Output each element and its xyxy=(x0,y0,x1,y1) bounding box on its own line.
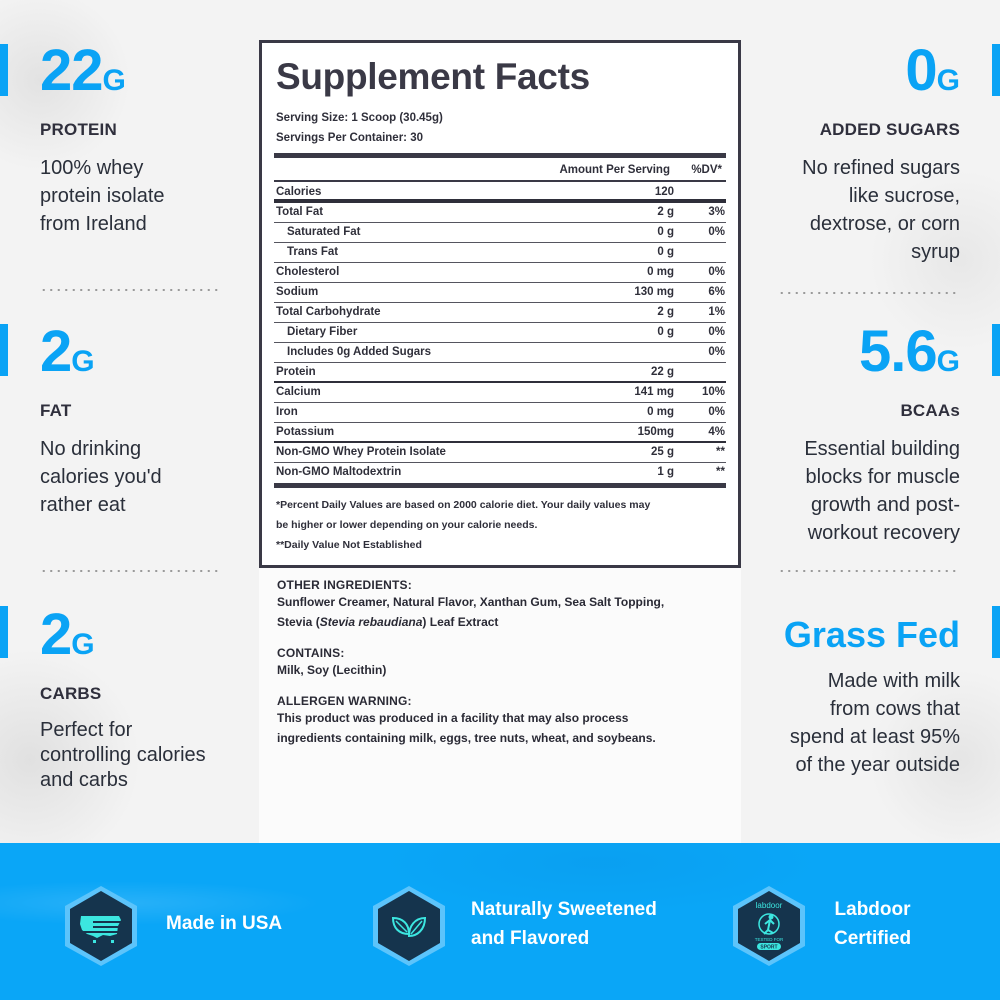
feature-label: FAT xyxy=(40,401,72,420)
badge-label: Labdoor Certified xyxy=(834,899,912,949)
accent-bar xyxy=(992,44,1000,96)
dotted-divider xyxy=(778,292,960,294)
feature-value: 2G xyxy=(40,602,95,667)
facts-row: Total Carbohydrate 2 g 1% xyxy=(274,303,726,323)
feature-protein: 22G PROTEIN 100% whey protein isolate fr… xyxy=(40,42,280,238)
accent-bar xyxy=(0,44,8,96)
feature-added-sugars: 0G ADDED SUGARS No refined sugars like s… xyxy=(720,42,960,266)
facts-title: Supplement Facts xyxy=(276,56,590,97)
facts-row: Calories 120 xyxy=(274,183,726,203)
divider-thick xyxy=(274,153,726,158)
badge-label: Naturally Sweetened and Flavored xyxy=(471,899,657,949)
feature-description: 100% whey protein isolate from Ireland xyxy=(40,157,165,235)
column-amount-header: Amount Per Serving xyxy=(559,164,670,176)
facts-row: Saturated Fat 0 g 0% xyxy=(274,223,726,243)
other-ingredients-text: Sunflower Creamer, Natural Flavor, Xanth… xyxy=(277,595,665,629)
facts-row: Dietary Fiber 0 g 0% xyxy=(274,323,726,343)
facts-row: Trans Fat 0 g xyxy=(274,243,726,263)
dotted-divider xyxy=(40,570,222,572)
facts-row: Cholesterol 0 mg 0% xyxy=(274,263,726,283)
usa-map-icon xyxy=(63,884,139,968)
serving-size: Serving Size: 1 Scoop (30.45g) xyxy=(276,112,443,124)
facts-row: Non-GMO Whey Protein Isolate 25 g ** xyxy=(274,443,726,463)
facts-row: Non-GMO Maltodextrin 1 g ** xyxy=(276,466,725,478)
certifications-band: Made in USA Naturally Sweetened and Flav… xyxy=(0,843,1000,1000)
feature-value: 0G xyxy=(905,38,960,103)
feature-description: No refined sugars like sucrose, dextrose… xyxy=(802,157,960,263)
feature-bcaas: 5.6G BCAAs Essential building blocks for… xyxy=(720,323,960,547)
badge-label: Made in USA xyxy=(166,913,283,934)
servings-per-container: Servings Per Container: 30 xyxy=(276,132,423,144)
feature-description: No drinking calories you'd rather eat xyxy=(40,438,162,516)
labdoor-icon: labdoor TESTED FOR SPORT xyxy=(731,884,807,968)
column-dv-header: %DV* xyxy=(691,164,722,176)
feature-value: 2G xyxy=(40,319,95,384)
contains-text: Milk, Soy (Lecithin) xyxy=(277,663,387,677)
facts-row: Sodium 130 mg 6% xyxy=(274,283,726,303)
facts-row: Protein 22 g xyxy=(274,363,726,383)
facts-row: Calcium 141 mg 10% xyxy=(274,383,726,403)
svg-text:TESTED FOR: TESTED FOR xyxy=(755,937,784,942)
accent-bar xyxy=(0,606,8,658)
feature-label: CARBS xyxy=(40,684,102,703)
feature-description: Perfect for controlling calories and car… xyxy=(40,719,206,791)
dotted-divider xyxy=(40,289,222,291)
facts-row: Total Fat 2 g 3% xyxy=(274,203,726,223)
accent-bar xyxy=(0,324,8,376)
contains-heading: CONTAINS: xyxy=(277,646,345,660)
dotted-divider xyxy=(778,570,960,572)
accent-bar xyxy=(992,606,1000,658)
feature-label: ADDED SUGARS xyxy=(819,120,960,139)
feature-description: Made with milk from cows that spend at l… xyxy=(789,670,960,776)
other-ingredients-heading: OTHER INGREDIENTS: xyxy=(277,578,412,592)
divider xyxy=(274,180,726,182)
divider-thick xyxy=(274,483,726,488)
feature-carbs: 2G CARBS Perfect for controlling calorie… xyxy=(40,606,280,793)
svg-text:SPORT: SPORT xyxy=(760,945,777,951)
allergen-heading: ALLERGEN WARNING: xyxy=(277,694,412,708)
facts-row: Includes 0g Added Sugars 0% xyxy=(274,343,726,363)
feature-label: PROTEIN xyxy=(40,120,117,139)
allergen-text: This product was produced in a facility … xyxy=(277,711,656,745)
ingredients-section: OTHER INGREDIENTS: Sunflower Creamer, Na… xyxy=(277,578,727,762)
feature-value: Grass Fed xyxy=(783,614,960,655)
supplement-panel: Supplement Facts Serving Size: 1 Scoop (… xyxy=(259,40,741,843)
feature-value: 5.6G xyxy=(859,319,960,384)
feature-description: Essential building blocks for muscle gro… xyxy=(804,438,960,544)
leaves-icon xyxy=(371,884,447,968)
svg-text:labdoor: labdoor xyxy=(756,901,783,910)
feature-grass-fed: Grass Fed Made with milk from cows that … xyxy=(720,615,960,779)
supplement-facts-label: Supplement Facts Serving Size: 1 Scoop (… xyxy=(259,40,741,568)
feature-value: 22G xyxy=(40,38,126,103)
facts-row: Potassium 150mg 4% xyxy=(274,423,726,443)
footnote-dv: *Percent Daily Values are based on 2000 … xyxy=(276,499,651,551)
feature-label: BCAAs xyxy=(900,401,960,420)
facts-row: Iron 0 mg 0% xyxy=(274,403,726,423)
feature-fat: 2G FAT No drinking calories you'd rather… xyxy=(40,323,280,519)
accent-bar xyxy=(992,324,1000,376)
